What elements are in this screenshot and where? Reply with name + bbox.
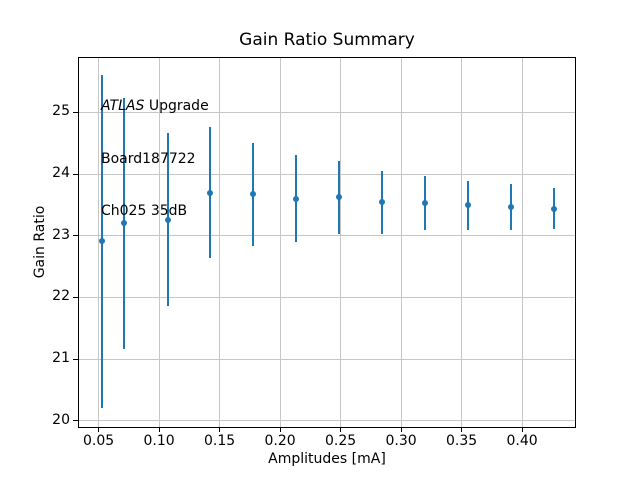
x-tick-label: 0.05 bbox=[83, 433, 115, 449]
data-point-marker bbox=[292, 195, 299, 202]
data-point-marker bbox=[99, 238, 106, 245]
x-gridline bbox=[521, 58, 523, 427]
plot-area: ATLAS Upgrade Board187722 Ch025 35dB bbox=[78, 57, 576, 428]
y-gridline bbox=[79, 111, 575, 113]
x-gridline bbox=[219, 58, 221, 427]
annotation-upgrade: Upgrade bbox=[144, 98, 209, 114]
data-point-marker bbox=[164, 216, 171, 223]
y-tick-mark bbox=[73, 296, 78, 298]
x-tick-label: 0.40 bbox=[506, 433, 538, 449]
data-point-marker bbox=[378, 199, 385, 206]
data-point-marker bbox=[508, 204, 515, 211]
y-tick-label: 23 bbox=[52, 226, 70, 243]
x-tick-label: 0.25 bbox=[325, 433, 357, 449]
annotation-line-1: ATLAS Upgrade bbox=[101, 98, 209, 116]
x-tick-mark bbox=[219, 427, 221, 432]
annotation-atlas-italic: ATLAS bbox=[101, 98, 145, 114]
data-point-marker bbox=[121, 220, 127, 227]
x-gridline bbox=[158, 58, 160, 427]
x-gridline bbox=[400, 58, 402, 427]
y-gridline bbox=[79, 296, 575, 298]
x-gridline bbox=[98, 58, 100, 427]
y-gridline bbox=[79, 235, 575, 237]
data-point-marker bbox=[206, 189, 213, 196]
x-tick-mark bbox=[158, 427, 160, 432]
y-tick-label: 21 bbox=[52, 350, 70, 367]
y-tick-mark bbox=[73, 235, 78, 237]
data-point-marker bbox=[422, 200, 429, 206]
x-gridline bbox=[340, 58, 342, 427]
y-gridline bbox=[79, 420, 575, 422]
y-tick-label: 24 bbox=[52, 165, 70, 181]
annotation-line-2: Board187722 bbox=[101, 150, 196, 167]
y-gridline bbox=[79, 173, 575, 175]
x-tick-mark bbox=[279, 427, 281, 432]
y-tick-label: 25 bbox=[52, 103, 70, 120]
x-gridline bbox=[461, 58, 463, 427]
x-tick-mark bbox=[400, 427, 402, 432]
y-tick-label: 22 bbox=[52, 288, 70, 305]
y-tick-label: 20 bbox=[52, 411, 70, 428]
x-tick-label: 0.30 bbox=[385, 433, 417, 449]
x-gridline bbox=[279, 58, 281, 427]
x-tick-label: 0.35 bbox=[446, 433, 478, 449]
chart-title: Gain Ratio Summary bbox=[239, 30, 415, 50]
y-tick-mark bbox=[73, 358, 78, 360]
x-tick-label: 0.10 bbox=[143, 433, 175, 449]
data-point-marker bbox=[464, 202, 471, 209]
data-point-marker bbox=[550, 205, 557, 212]
x-tick-mark bbox=[521, 427, 523, 432]
x-tick-mark bbox=[461, 427, 463, 432]
x-axis-label: Amplitudes [mA] bbox=[268, 451, 386, 467]
annotation-line-3: Ch025 35dB bbox=[101, 203, 188, 219]
y-tick-mark bbox=[73, 420, 78, 422]
x-tick-mark bbox=[340, 427, 342, 432]
y-tick-mark bbox=[73, 111, 78, 113]
x-tick-mark bbox=[98, 427, 100, 432]
data-point-marker bbox=[336, 194, 343, 201]
x-tick-label: 0.15 bbox=[204, 433, 236, 449]
data-point-marker bbox=[250, 191, 257, 198]
annotation: ATLAS Upgrade Board187722 Ch025 35dB bbox=[101, 63, 209, 256]
y-gridline bbox=[79, 358, 575, 360]
x-tick-label: 0.20 bbox=[264, 433, 296, 449]
y-tick-mark bbox=[73, 173, 78, 175]
